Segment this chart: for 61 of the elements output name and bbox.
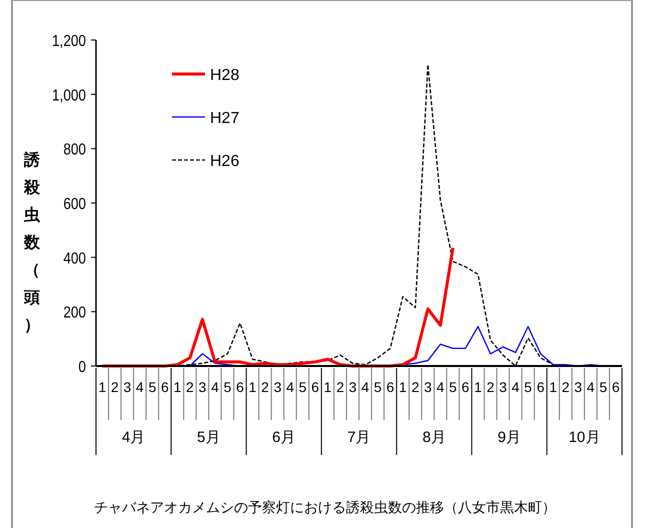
- legend-label: H26: [210, 153, 240, 170]
- x-tick-label: 1: [474, 379, 482, 395]
- x-tick-label: 1: [248, 379, 257, 395]
- x-tick-label: 6: [386, 379, 394, 395]
- x-tick-label: 4: [586, 379, 595, 395]
- x-tick-label: 5: [524, 379, 532, 395]
- x-tick-label: 3: [574, 379, 582, 395]
- text: 9月: [498, 429, 521, 446]
- y-tick-label: 800: [63, 142, 86, 159]
- x-tick-label: 5: [298, 379, 307, 395]
- x-tick-label: 4: [286, 379, 294, 395]
- legend-label: H27: [210, 110, 240, 127]
- x-tick-label: 4: [512, 379, 520, 395]
- text: 5月: [197, 429, 220, 446]
- x-tick-label: 4: [211, 379, 220, 395]
- y-axis-title: 誘殺虫数（頭）: [23, 151, 41, 334]
- x-tick-label: 6: [236, 379, 244, 395]
- x-tick-label: 5: [374, 379, 382, 395]
- x-tick-label: 3: [424, 379, 432, 395]
- text: 4月: [122, 429, 146, 446]
- x-tick-label: 3: [198, 379, 207, 395]
- x-tick-label: 2: [110, 379, 119, 395]
- text: 10月: [568, 429, 600, 446]
- x-tick-label: 6: [536, 379, 545, 395]
- legend-label: H28: [210, 67, 240, 84]
- x-tick-label: 5: [148, 379, 156, 395]
- x-tick-label: 5: [224, 379, 232, 395]
- x-tick-label: 2: [336, 379, 344, 395]
- x-tick-label: 5: [449, 379, 458, 395]
- x-tick-label: 2: [186, 379, 194, 395]
- x-tick-label: 6: [311, 379, 320, 395]
- y-tick-label: 600: [63, 196, 86, 214]
- y-tick-label: 0: [78, 359, 86, 376]
- x-tick-label: 2: [486, 379, 495, 395]
- text: 8月: [422, 429, 446, 446]
- y-tick-label: 1,200: [52, 33, 86, 50]
- x-tick-label: 3: [348, 379, 357, 395]
- x-tick-label: 1: [98, 379, 106, 395]
- x-tick-label: 1: [174, 379, 182, 395]
- x-tick-label: 2: [261, 379, 270, 395]
- x-tick-label: 3: [274, 379, 282, 395]
- text: 6月: [272, 429, 296, 446]
- x-tick-label: 6: [462, 379, 470, 395]
- x-tick-label: 6: [160, 379, 169, 395]
- x-tick-label: 3: [123, 379, 132, 395]
- x-tick-label: 2: [411, 379, 420, 395]
- x-tick-label: 1: [549, 379, 558, 395]
- x-tick-label: 4: [436, 379, 445, 395]
- x-tick-label: 2: [562, 379, 570, 395]
- x-tick-label: 4: [361, 379, 370, 395]
- x-tick-label: 1: [398, 379, 407, 395]
- y-tick-label: 200: [63, 304, 86, 322]
- x-tick-label: 4: [136, 379, 144, 395]
- text: チャバネアオカメムシの予察灯における誘殺虫数の推移（八女市黒木町）: [94, 499, 556, 515]
- x-tick-label: 6: [612, 379, 620, 395]
- text: 7月: [347, 429, 371, 446]
- y-tick-label: 1,000: [52, 87, 86, 105]
- y-tick-label: 400: [63, 250, 86, 268]
- x-tick-label: 1: [324, 379, 332, 395]
- x-tick-label: 3: [499, 379, 508, 395]
- x-tick-label: 5: [599, 379, 608, 395]
